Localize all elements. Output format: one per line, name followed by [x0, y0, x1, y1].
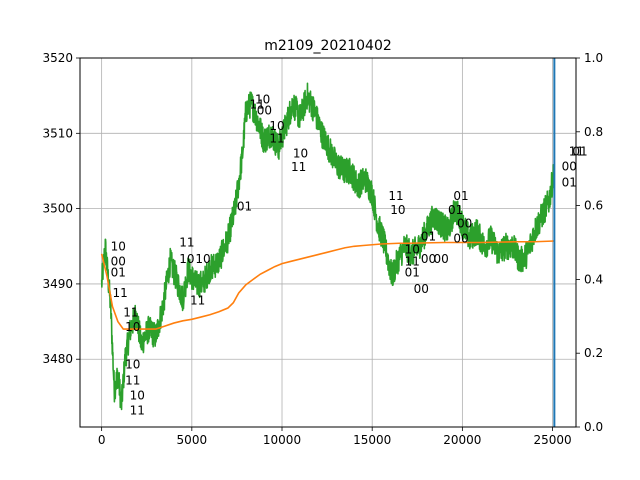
y2-tick-label: 0.8 [584, 125, 603, 139]
annotation-label: 01 [421, 229, 436, 243]
series-line-price [100, 82, 556, 411]
x-tick-label: 20000 [443, 433, 481, 447]
annotation-label: 10 [111, 239, 126, 253]
y-tick-label: 3520 [42, 51, 73, 65]
x-tick-label: 0 [98, 433, 106, 447]
y-axis-left: 3480 3490 3500 3510 3520 [42, 51, 80, 366]
annotation-label: 00 [562, 159, 577, 173]
x-tick-label: 25000 [533, 433, 571, 447]
annotation-label: 11 [269, 132, 284, 146]
annotation-label: 11 [125, 373, 140, 387]
annotation-label: 00 [414, 282, 429, 296]
y-axis-right: 0.0 0.2 0.4 0.6 0.8 1.0 [576, 51, 603, 434]
annotation-label: 11 [250, 98, 265, 112]
annotation-label: 01 [237, 199, 252, 213]
annotation-label: 11 [388, 189, 403, 203]
plot-area-frame [79, 57, 577, 428]
y-tick-label: 3500 [42, 202, 73, 216]
series-line-average [100, 240, 555, 330]
annotation-label: 10 [130, 388, 145, 402]
annotation-label: 10 [255, 92, 270, 106]
y2-tick-label: 1.0 [584, 51, 603, 65]
y-tick-label: 3510 [42, 126, 73, 140]
chart-title: m2109_20210402 [264, 38, 392, 54]
annotation-label: 00 [111, 254, 126, 268]
annotation-label: 01 [572, 144, 587, 158]
x-tick-label: 15000 [353, 433, 391, 447]
y2-tick-label: 0.4 [584, 272, 603, 286]
annotation-label: 10 [269, 119, 284, 133]
annotation-label: 00 [453, 232, 468, 246]
annotation-label: 01 [448, 203, 463, 217]
y-tick-label: 3480 [42, 352, 73, 366]
y2-tick-label: 0.0 [584, 420, 603, 434]
annotation-label: 11 [123, 306, 138, 320]
x-tick-label: 10000 [263, 433, 301, 447]
annotation-label: 11 [112, 286, 127, 300]
y2-tick-label: 0.2 [584, 346, 603, 360]
annotation-label: 10 [293, 147, 308, 161]
annotation-label: 10 [405, 242, 420, 256]
annotation-label: 11 [291, 160, 306, 174]
y2-tick-label: 0.6 [584, 199, 603, 213]
annotation-label: 10 [125, 320, 140, 334]
annotation-label: 10 [179, 252, 194, 266]
y-tick-label: 3490 [42, 277, 73, 291]
annotation-label: 11 [405, 254, 420, 268]
annotation-label: 01 [562, 175, 577, 189]
annotation-label: 01 [405, 266, 420, 280]
annotation-label: 00 [434, 252, 449, 266]
annotation-label: 11 [179, 236, 194, 250]
annotation-label: 01 [111, 266, 126, 280]
x-tick-label: 5000 [177, 433, 208, 447]
annotation-label: 00 [421, 252, 436, 266]
annotation-label: 01 [453, 189, 468, 203]
annotation-label: 00 [257, 104, 272, 118]
x-axis: 0 5000 10000 15000 20000 25000 [98, 427, 572, 447]
annotation-label: 11 [130, 403, 145, 417]
annotation-label: 00 [457, 217, 472, 231]
annotation-label: 10 [390, 203, 405, 217]
annotation-label: 10 [125, 357, 140, 371]
annotation-label: 10 [195, 252, 210, 266]
series-layer [100, 58, 556, 427]
annotation-label: 11 [190, 293, 205, 307]
